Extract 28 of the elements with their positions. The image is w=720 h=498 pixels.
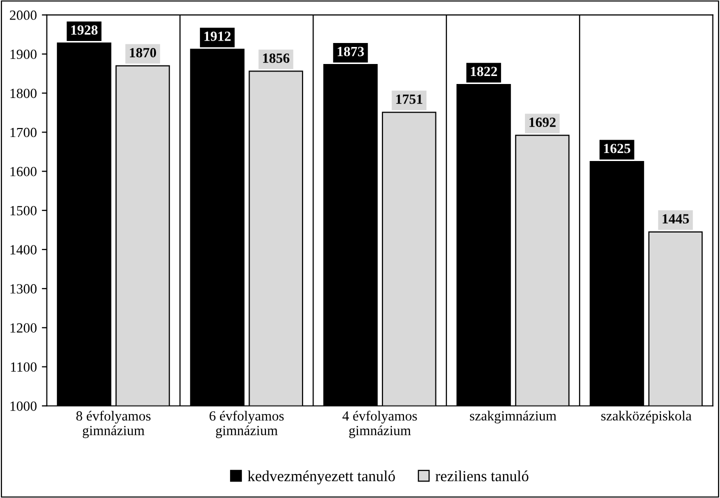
data-label: 1928: [71, 25, 98, 35]
y-tick-label: 1400: [10, 245, 37, 254]
data-label: 1873: [338, 46, 364, 56]
y-tick-label: 2000: [10, 10, 37, 20]
data-label: 1625: [604, 144, 630, 154]
legend-label: reziliens tanuló: [436, 470, 528, 482]
data-label: 1856: [263, 53, 290, 63]
y-tick-label: 1800: [10, 88, 37, 98]
x-tick-label: 8 évfolyamos gimnázium: [76, 410, 151, 438]
data-label: 1692: [530, 118, 556, 127]
y-tick-label: 1000: [10, 401, 37, 411]
y-tick-label: 1100: [11, 362, 37, 372]
x-tick-label: szakközépiskola: [601, 410, 692, 424]
data-label: 1870: [130, 48, 156, 58]
y-tick-label: 1200: [10, 323, 37, 333]
data-label: 1912: [204, 32, 231, 41]
data-label: 1445: [662, 214, 689, 224]
data-label: 1822: [470, 66, 497, 76]
y-tick-label: 1500: [10, 206, 37, 216]
y-tick-label: 1700: [10, 128, 37, 138]
x-tick-label: 4 évfolyamos gimnázium: [342, 410, 417, 438]
y-tick-label: 1300: [10, 284, 37, 294]
y-tick-label: 1900: [10, 50, 37, 59]
x-tick-label: szakgimnázium: [470, 410, 556, 424]
legend-label: kedvezményezett tanuló: [248, 470, 395, 484]
y-tick-label: 1600: [10, 166, 37, 176]
x-tick-label: 6 évfolyamos gimnázium: [210, 410, 284, 438]
data-label: 1751: [396, 94, 422, 104]
